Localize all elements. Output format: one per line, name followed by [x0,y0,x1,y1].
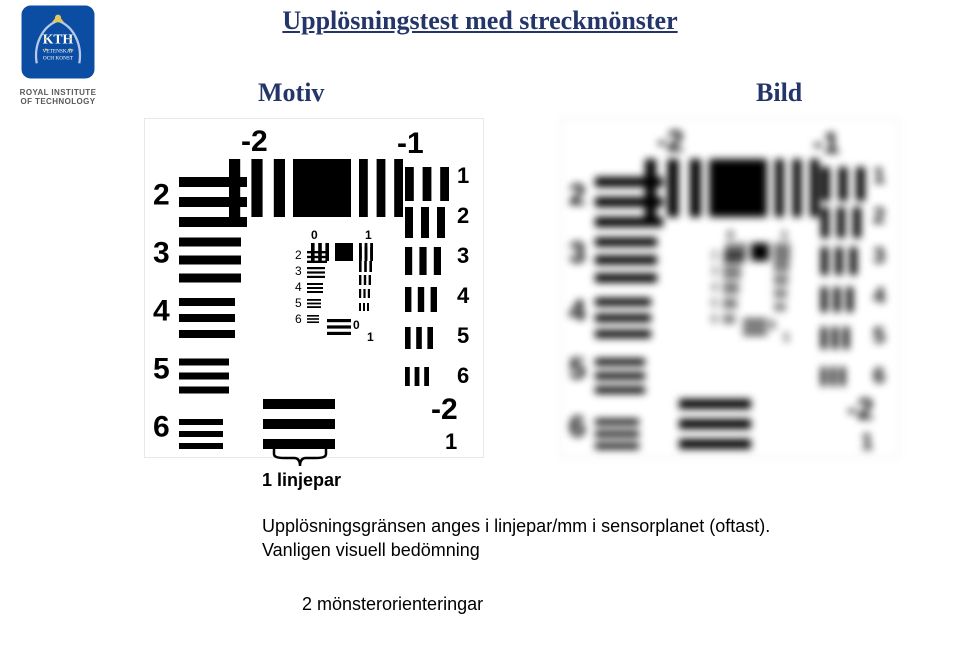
svg-text:3: 3 [569,237,586,270]
svg-text:-1: -1 [397,127,424,160]
body-line-1: Upplösningsgränsen anges i linjepar/mm i… [262,516,770,537]
svg-text:OCH KONST: OCH KONST [43,55,74,61]
body-line-2: Vanligen visuell bedömning [262,540,480,561]
svg-text:1: 1 [367,330,374,344]
svg-text:2: 2 [873,203,885,228]
svg-text:-2: -2 [847,393,874,426]
svg-text:-2: -2 [657,125,684,158]
svg-text:1: 1 [783,330,790,344]
svg-text:2: 2 [569,179,586,212]
right-chart-label: Bild [756,78,802,108]
linjepar-bracket-icon [270,444,330,468]
svg-text:0: 0 [727,228,734,242]
svg-text:-2: -2 [241,125,268,158]
svg-text:1: 1 [781,228,788,242]
svg-text:4: 4 [153,295,170,328]
svg-text:4: 4 [569,295,586,328]
svg-text:2: 2 [153,179,170,212]
svg-text:0: 0 [353,318,360,332]
svg-text:VETENSKAP: VETENSKAP [43,49,74,55]
svg-text:3: 3 [873,243,885,268]
svg-text:5: 5 [295,296,302,310]
svg-text:1: 1 [457,163,469,188]
svg-text:5: 5 [153,353,170,386]
svg-text:4: 4 [457,283,470,308]
svg-text:4: 4 [711,280,718,294]
svg-text:5: 5 [711,296,718,310]
svg-text:0: 0 [311,228,318,242]
svg-text:1: 1 [365,228,372,242]
svg-text:5: 5 [457,323,469,348]
svg-text:2: 2 [295,248,302,262]
svg-text:3: 3 [295,264,302,278]
svg-text:3: 3 [457,243,469,268]
motiv-chart: -2-123456123456-21012345601 [144,118,484,458]
svg-text:4: 4 [873,283,886,308]
svg-text:6: 6 [295,312,302,326]
svg-text:1: 1 [445,429,457,454]
svg-text:0: 0 [769,318,776,332]
left-chart-label: Motiv [258,78,324,108]
svg-text:5: 5 [873,323,885,348]
svg-text:2: 2 [711,248,718,262]
svg-text:6: 6 [873,363,885,388]
svg-text:2: 2 [457,203,469,228]
linjepar-label: 1 linjepar [262,470,341,491]
svg-text:1: 1 [861,429,873,454]
svg-text:-2: -2 [431,393,458,426]
svg-text:6: 6 [569,411,586,444]
page-title: Upplösningstest med streckmönster [0,6,960,36]
svg-text:4: 4 [295,280,302,294]
svg-text:6: 6 [153,411,170,444]
body-line-3: 2 mönsterorienteringar [302,594,483,615]
svg-text:3: 3 [711,264,718,278]
svg-text:6: 6 [711,312,718,326]
svg-text:1: 1 [873,163,885,188]
svg-text:6: 6 [457,363,469,388]
royal-institute-line2: OF TECHNOLOGY [6,98,110,107]
bild-chart: -2-123456123456-21012345601 [560,118,900,458]
svg-text:3: 3 [153,237,170,270]
svg-text:-1: -1 [813,127,840,160]
svg-text:5: 5 [569,353,586,386]
